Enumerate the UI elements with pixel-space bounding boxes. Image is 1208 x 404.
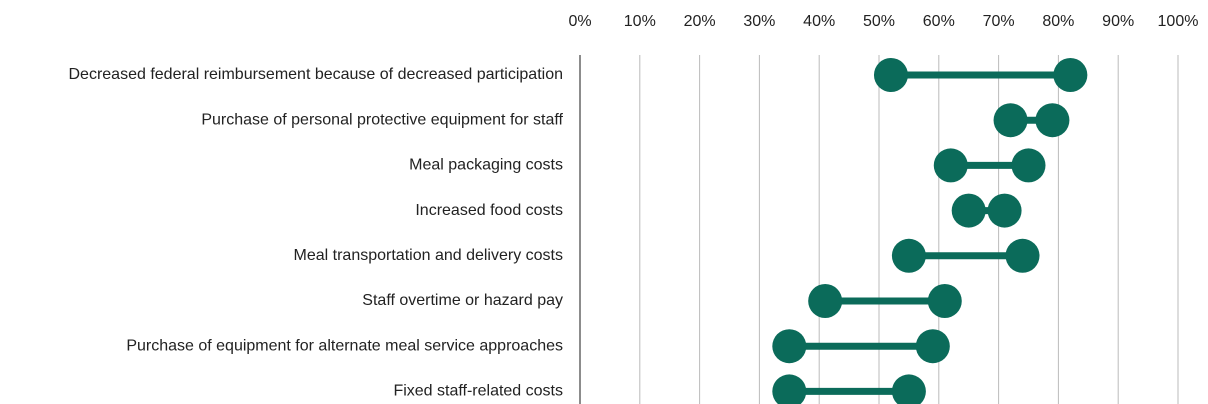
x-tick-label: 100% bbox=[1158, 13, 1199, 30]
category-label: Purchase of personal protective equipmen… bbox=[201, 111, 563, 128]
x-tick-label: 60% bbox=[923, 13, 955, 30]
dot bbox=[808, 284, 843, 318]
dot bbox=[951, 193, 986, 228]
dot bbox=[891, 238, 926, 273]
dot bbox=[927, 284, 962, 318]
x-tick-label: 70% bbox=[983, 13, 1015, 30]
x-tick-label: 90% bbox=[1102, 13, 1134, 30]
x-tick-label: 30% bbox=[743, 13, 775, 30]
category-label: Decreased federal reimbursement because … bbox=[69, 66, 564, 83]
dot bbox=[933, 148, 968, 183]
dot bbox=[1035, 103, 1070, 138]
x-tick-label: 40% bbox=[803, 13, 835, 30]
category-label: Meal transportation and delivery costs bbox=[294, 247, 563, 264]
x-tick-label: 50% bbox=[863, 13, 895, 30]
dot bbox=[873, 58, 908, 92]
dot bbox=[993, 103, 1028, 138]
x-tick-label: 20% bbox=[684, 13, 716, 30]
category-label: Fixed staff-related costs bbox=[393, 383, 563, 400]
category-label: Meal packaging costs bbox=[409, 157, 563, 174]
dot bbox=[891, 374, 926, 404]
category-label: Increased food costs bbox=[415, 202, 563, 219]
dot bbox=[987, 193, 1022, 228]
dot bbox=[1005, 238, 1040, 273]
dot bbox=[1011, 148, 1046, 183]
dot bbox=[1053, 58, 1088, 92]
category-label: Staff overtime or hazard pay bbox=[362, 292, 563, 309]
dot bbox=[772, 329, 807, 364]
x-tick-label: 80% bbox=[1042, 13, 1074, 30]
x-tick-label: 0% bbox=[568, 13, 591, 30]
dot bbox=[915, 329, 950, 364]
category-label: Purchase of equipment for alternate meal… bbox=[126, 337, 563, 354]
x-tick-label: 10% bbox=[624, 13, 656, 30]
dot bbox=[772, 374, 807, 404]
